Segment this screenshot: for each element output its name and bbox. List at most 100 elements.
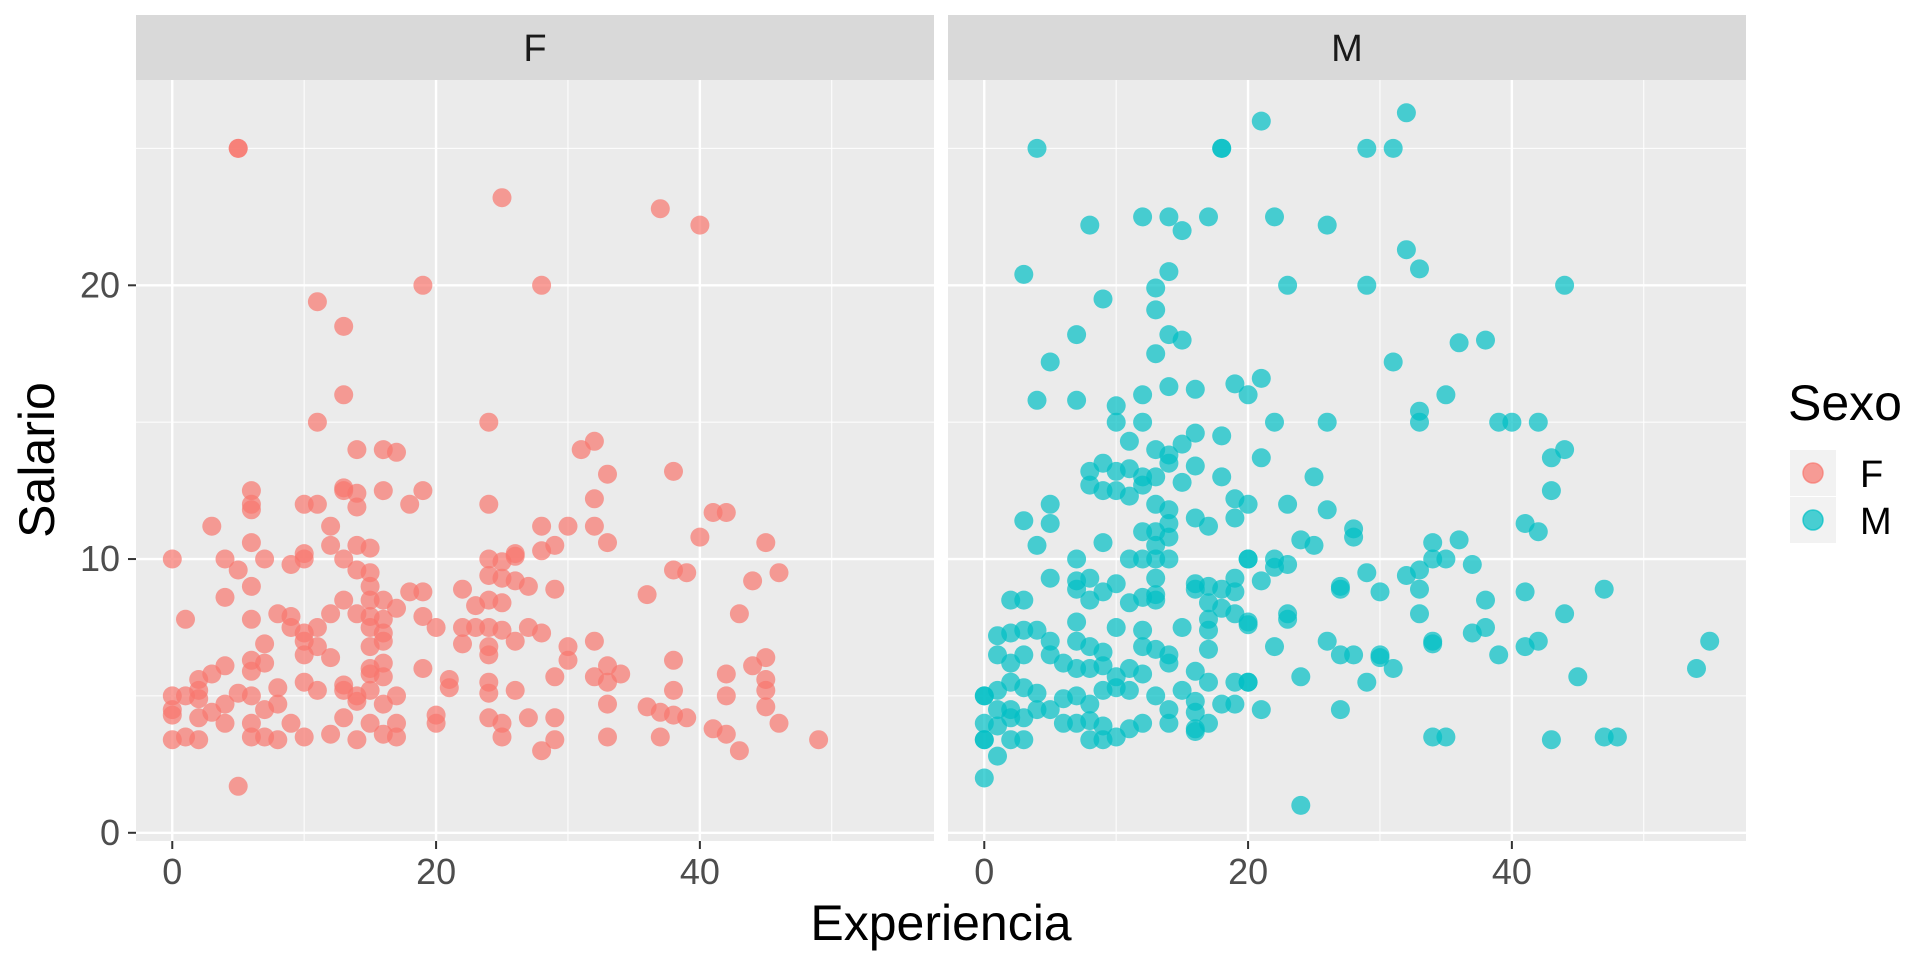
point-f-140 (545, 667, 564, 686)
point-m-133 (1186, 580, 1205, 599)
point-m-43 (1133, 413, 1152, 432)
point-f-143 (717, 665, 736, 684)
point-m-117 (1041, 569, 1060, 588)
point-f-117 (585, 632, 604, 651)
point-m-163 (1278, 610, 1297, 629)
legend-key-f-symbol (1803, 463, 1823, 483)
point-m-159 (1133, 621, 1152, 640)
point-m-190 (1014, 645, 1033, 664)
point-f-37 (585, 517, 604, 536)
point-f-130 (756, 648, 775, 667)
point-m-125 (1252, 571, 1271, 590)
point-m-140 (1516, 582, 1535, 601)
point-f-146 (189, 670, 208, 689)
point-m-30 (1146, 344, 1165, 363)
point-m-107 (1159, 550, 1178, 569)
point-m-77 (1239, 495, 1258, 514)
point-m-95 (1028, 536, 1047, 555)
point-f-206 (598, 728, 617, 747)
point-m-42 (1107, 413, 1126, 432)
point-m-259 (1436, 728, 1455, 747)
point-m-147 (1146, 591, 1165, 610)
point-m-136 (1331, 580, 1350, 599)
point-m-0 (1252, 112, 1271, 131)
point-f-148 (242, 686, 261, 705)
point-m-250 (975, 730, 994, 749)
point-f-35 (532, 517, 551, 536)
point-m-153 (1555, 604, 1574, 623)
point-m-263 (975, 769, 994, 788)
point-f-120 (295, 645, 314, 664)
point-f-60 (282, 555, 301, 574)
point-m-135 (1225, 582, 1244, 601)
point-m-31 (1384, 353, 1403, 372)
point-f-133 (242, 662, 261, 681)
point-f-113 (453, 634, 472, 653)
point-m-260 (1542, 730, 1561, 749)
point-f-9 (334, 385, 353, 404)
point-m-21 (1555, 276, 1574, 295)
point-m-253 (1014, 730, 1033, 749)
point-f-4 (690, 216, 709, 235)
point-m-36 (1159, 377, 1178, 396)
point-f-1 (229, 139, 248, 158)
point-m-230 (1080, 695, 1099, 714)
point-m-82 (1318, 500, 1337, 519)
point-f-204 (493, 728, 512, 747)
point-m-11 (1199, 207, 1218, 226)
point-m-17 (1278, 276, 1297, 295)
point-m-229 (1041, 700, 1060, 719)
point-m-158 (1107, 618, 1126, 637)
point-f-201 (347, 730, 366, 749)
point-m-85 (1041, 514, 1060, 533)
point-f-28 (308, 495, 327, 514)
legend-label-m: M (1860, 501, 1892, 543)
point-f-199 (295, 728, 314, 747)
point-m-78 (1041, 495, 1060, 514)
point-f-6 (413, 276, 432, 295)
point-m-20 (1410, 259, 1429, 278)
point-m-23 (1146, 300, 1165, 319)
point-m-8 (1133, 207, 1152, 226)
point-f-77 (638, 585, 657, 604)
point-m-63 (1159, 454, 1178, 473)
x-axis-title: Experiencia (810, 895, 1071, 951)
point-f-40 (242, 533, 261, 552)
point-m-44 (1265, 413, 1284, 432)
point-f-183 (282, 714, 301, 733)
point-f-161 (756, 681, 775, 700)
point-m-29 (1041, 353, 1060, 372)
point-m-208 (1687, 659, 1706, 678)
x-axis (172, 841, 1512, 849)
point-m-9 (1159, 207, 1178, 226)
point-f-12 (347, 440, 366, 459)
point-m-90 (1199, 517, 1218, 536)
point-m-27 (1450, 333, 1469, 352)
point-f-36 (559, 517, 578, 536)
point-f-59 (229, 561, 248, 580)
point-m-235 (1331, 700, 1350, 719)
point-f-211 (532, 741, 551, 760)
facet-strip-label-m: M (1331, 28, 1363, 70)
point-m-102 (1450, 530, 1469, 549)
point-m-81 (1278, 495, 1297, 514)
point-m-203 (1291, 667, 1310, 686)
point-f-11 (479, 413, 498, 432)
point-m-246 (1159, 714, 1178, 733)
point-f-191 (545, 708, 564, 727)
faceted-scatter-chart: F M 0 10 20 0 20 40 0 20 40 Experiencia … (0, 0, 1920, 960)
point-f-126 (559, 651, 578, 670)
point-m-168 (1529, 632, 1548, 651)
point-m-185 (1384, 659, 1403, 678)
point-f-173 (598, 695, 617, 714)
point-m-4 (1212, 139, 1231, 158)
point-m-201 (1199, 673, 1218, 692)
point-m-33 (1067, 391, 1086, 410)
y-tick-label-0: 0 (100, 812, 120, 853)
point-f-79 (334, 591, 353, 610)
point-f-178 (756, 697, 775, 716)
point-f-73 (413, 582, 432, 601)
point-f-184 (334, 708, 353, 727)
point-f-75 (519, 577, 538, 596)
point-f-34 (321, 517, 340, 536)
